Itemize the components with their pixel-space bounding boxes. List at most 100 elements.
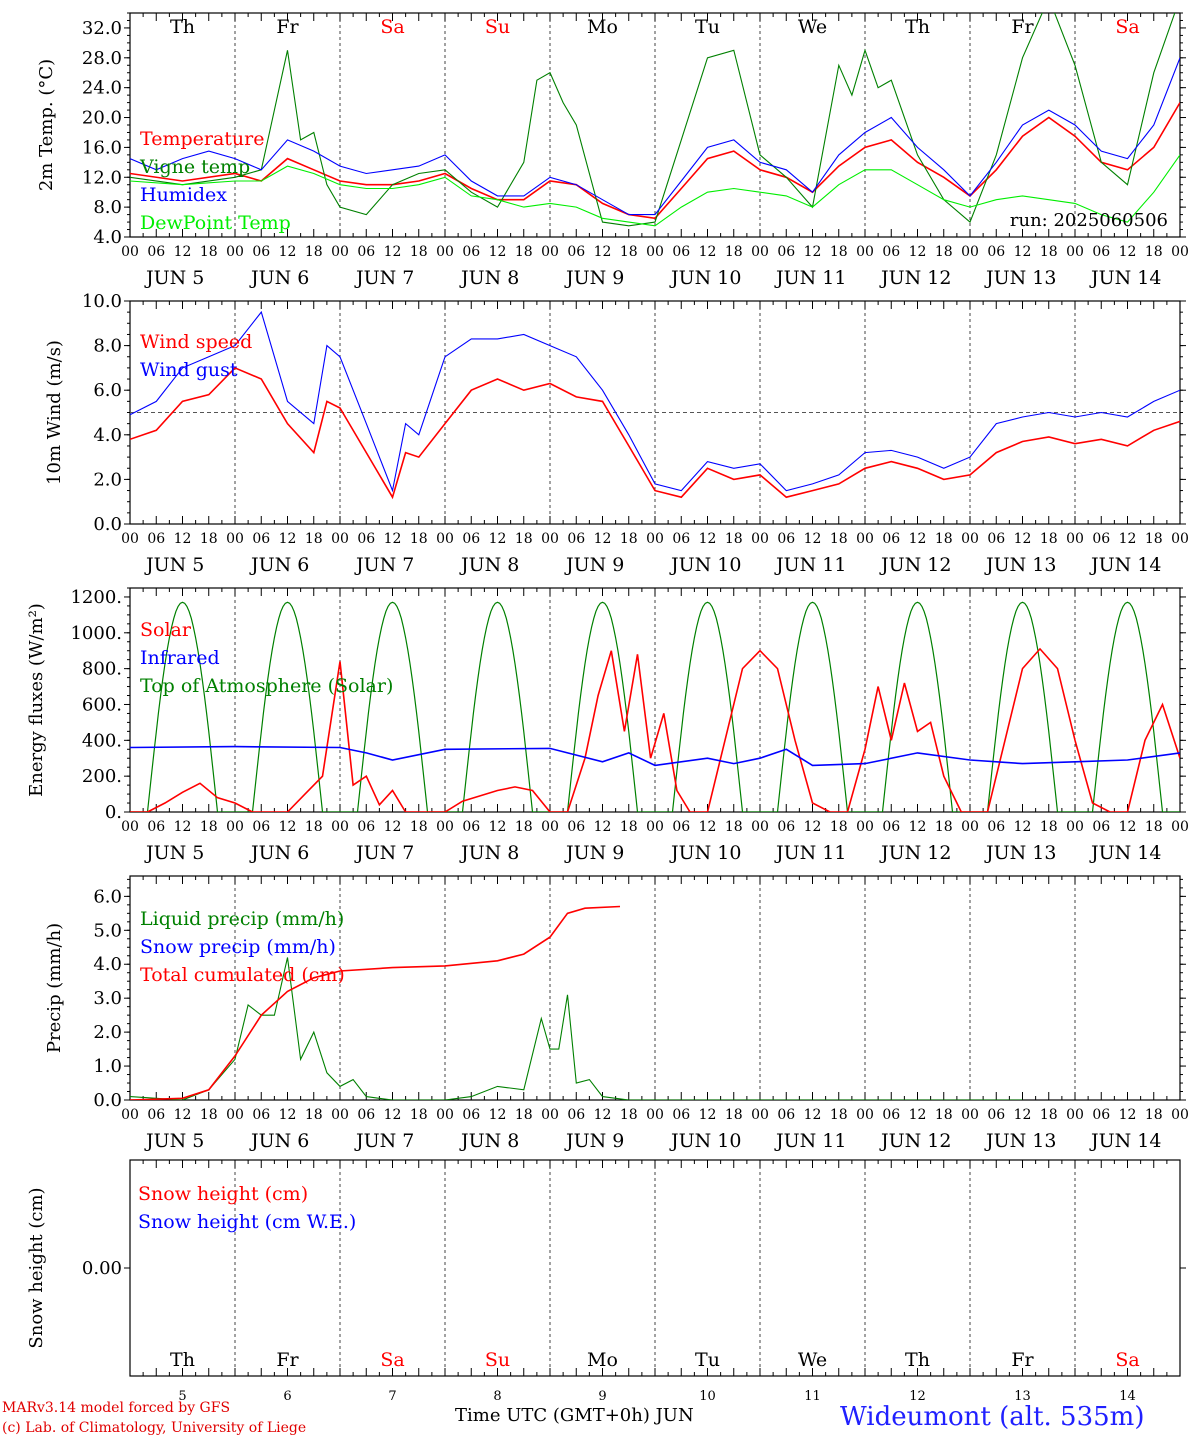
y-tick-label: 8.0 — [93, 197, 122, 218]
legend-entry: Wind gust — [140, 359, 238, 381]
x-hour-label: 00 — [856, 819, 874, 835]
x-hour-label: 12 — [909, 531, 927, 547]
x-hour-label: 18 — [1145, 1107, 1163, 1123]
day-number-label: 10 — [699, 1389, 716, 1400]
x-day-label: JUN 8 — [459, 267, 519, 289]
x-hour-label: 12 — [279, 531, 297, 547]
x-hour-label: 00 — [961, 244, 979, 260]
x-hour-label: 00 — [1066, 531, 1084, 547]
x-day-label: JUN 5 — [144, 842, 204, 864]
y-tick-label: 32.0 — [82, 18, 122, 39]
x-hour-label: 00 — [226, 531, 244, 547]
x-hour-label: 12 — [1014, 819, 1032, 835]
x-hour-label: 00 — [1066, 244, 1084, 260]
x-hour-label: 06 — [147, 1107, 165, 1123]
x-hour-label: 00 — [961, 819, 979, 835]
x-hour-label: 06 — [462, 1107, 480, 1123]
x-hour-label: 18 — [200, 819, 218, 835]
x-day-label: JUN 11 — [774, 1130, 846, 1152]
x-hour-label: 12 — [699, 1107, 717, 1123]
x-hour-label: 18 — [410, 244, 428, 260]
day-number-label: 14 — [1119, 1389, 1136, 1400]
x-hour-label: 06 — [777, 1107, 795, 1123]
x-hour-label: 06 — [1092, 244, 1110, 260]
y-tick-label: 16.0 — [82, 137, 122, 158]
x-day-label: JUN 7 — [354, 842, 414, 864]
x-hour-label: 18 — [515, 819, 533, 835]
series-vigne-temp-line — [130, 13, 1176, 227]
x-hour-label: 18 — [1040, 244, 1058, 260]
series-dewpoint-temp-line — [130, 154, 1180, 227]
x-hour-label: 18 — [200, 244, 218, 260]
x-hour-label: 12 — [384, 819, 402, 835]
x-day-label: JUN 5 — [144, 1130, 204, 1152]
series-top-of-atmosphere-line — [130, 601, 1180, 812]
x-day-label: JUN 9 — [564, 1130, 624, 1152]
y-tick-label: 3.0 — [93, 988, 122, 1009]
legend-entry: Infrared — [140, 647, 220, 669]
legend-entry: Liquid precip (mm/h) — [140, 908, 344, 930]
x-day-label: JUN 11 — [774, 267, 846, 289]
x-hour-label: 12 — [1119, 819, 1137, 835]
series-humidex-line — [130, 57, 1180, 216]
weekday-label: Th — [170, 1349, 195, 1371]
x-day-label: JUN 7 — [354, 554, 414, 576]
panel-frame — [129, 587, 1181, 813]
x-hour-label: 06 — [357, 819, 375, 835]
day-number-label: 5 — [178, 1389, 186, 1400]
x-hour-label: 00 — [121, 244, 139, 260]
weekday-label: Fr — [276, 1349, 299, 1371]
legend-entry: Wind speed — [140, 331, 252, 353]
x-hour-label: 06 — [147, 819, 165, 835]
y-tick-label: 20.0 — [82, 108, 122, 129]
x-hour-label: 18 — [725, 819, 743, 835]
x-hour-label: 12 — [699, 819, 717, 835]
x-hour-label: 12 — [804, 531, 822, 547]
weekday-label: Tu — [695, 16, 720, 38]
x-hour-label: 18 — [1040, 1107, 1058, 1123]
weekday-label: Su — [485, 16, 510, 38]
x-day-label: JUN 6 — [249, 1130, 309, 1152]
x-day-label: JUN 8 — [459, 842, 519, 864]
x-day-label: JUN 8 — [459, 1130, 519, 1152]
x-day-label: JUN 7 — [354, 267, 414, 289]
x-hour-label: 12 — [804, 244, 822, 260]
x-day-label: JUN 5 — [144, 554, 204, 576]
x-hour-label: 18 — [830, 819, 848, 835]
x-hour-label: 18 — [515, 531, 533, 547]
y-tick-label: 0.0 — [93, 514, 122, 535]
y-axis-label: Snow height (cm) — [26, 1187, 47, 1348]
x-hour-label: 06 — [882, 531, 900, 547]
weekday-label: Sa — [1115, 16, 1139, 38]
legend-entry: Humidex — [140, 184, 227, 206]
x-hour-label: 00 — [1066, 819, 1084, 835]
x-hour-label: 00 — [961, 531, 979, 547]
x-hour-label: 00 — [331, 1107, 349, 1123]
weekday-label: We — [798, 1349, 827, 1371]
y-axis-label: 2m Temp. (°C) — [36, 59, 57, 191]
y-tick-label: 1000. — [70, 623, 122, 644]
y-tick-label: 600. — [82, 694, 122, 715]
x-hour-label: 06 — [777, 819, 795, 835]
x-hour-label: 12 — [174, 531, 192, 547]
x-hour-label: 00 — [646, 531, 664, 547]
x-hour-label: 12 — [804, 819, 822, 835]
y-tick-label: 6.0 — [93, 886, 122, 907]
y-tick-label: 24.0 — [82, 78, 122, 99]
x-day-label: JUN 10 — [669, 1130, 741, 1152]
x-hour-label: 06 — [252, 244, 270, 260]
x-hour-label: 12 — [279, 819, 297, 835]
x-hour-label: 06 — [357, 1107, 375, 1123]
legend-entry: Temperature — [140, 128, 264, 150]
x-hour-label: 18 — [305, 244, 323, 260]
y-tick-label: 4.0 — [93, 954, 122, 975]
x-hour-label: 12 — [384, 531, 402, 547]
series-group — [130, 601, 1180, 812]
x-hour-label: 00 — [646, 819, 664, 835]
weekday-label: Fr — [1011, 16, 1034, 38]
x-hour-label: 18 — [935, 531, 953, 547]
x-hour-label: 12 — [594, 1107, 612, 1123]
x-hour-label: 06 — [672, 819, 690, 835]
x-hour-label: 06 — [987, 819, 1005, 835]
x-hour-label: 12 — [1119, 244, 1137, 260]
